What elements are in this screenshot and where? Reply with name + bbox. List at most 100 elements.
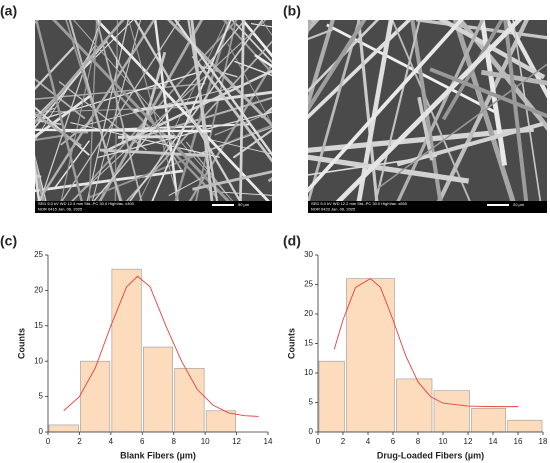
fiber <box>0 103 18 105</box>
fiber <box>129 20 264 201</box>
fibers <box>308 20 547 201</box>
fiber <box>0 112 34 166</box>
fiber <box>35 128 212 133</box>
bar <box>507 419 543 433</box>
y-tick-label: 5 <box>39 392 44 401</box>
bar <box>205 410 236 433</box>
fiber <box>480 69 547 86</box>
fiber <box>429 67 547 119</box>
fiber <box>73 20 234 201</box>
x-axis-label: Blank Fibers (µm) <box>120 450 196 460</box>
fiber <box>376 63 547 190</box>
panel-label: (c) <box>0 233 17 249</box>
fiber <box>308 20 464 193</box>
fiber <box>88 20 98 201</box>
fiber <box>35 44 96 142</box>
fiber <box>504 20 547 99</box>
x-tick-label: 18 <box>539 437 548 446</box>
panel-label: (b) <box>283 3 301 19</box>
x-tick-label: 8 <box>171 437 176 446</box>
fiber <box>192 170 272 191</box>
fiber <box>0 126 7 140</box>
bar <box>174 367 205 433</box>
panel-label: (a) <box>0 3 17 19</box>
info-text: SED 5.0 kV WD 12.2 mm Std.-PC 30.0 HighV… <box>311 201 408 206</box>
x-tick-label: 14 <box>489 437 498 446</box>
fiber <box>308 20 367 113</box>
bar <box>346 278 395 433</box>
fiber <box>35 112 82 147</box>
x-tick-label: 2 <box>341 437 346 446</box>
fiber <box>168 176 205 197</box>
y-axis-label: Counts <box>286 328 296 359</box>
fiber <box>396 20 485 201</box>
fiber <box>87 124 272 199</box>
fiber <box>308 20 335 111</box>
fiber <box>123 96 272 143</box>
bar <box>433 390 470 433</box>
fiber <box>210 139 272 155</box>
x-axis-label: Drug-Loaded Fibers (µm) <box>377 450 484 460</box>
fiber <box>0 0 12 233</box>
fiber <box>96 20 143 201</box>
fiber <box>308 20 380 93</box>
fiber <box>35 134 66 142</box>
fiber <box>232 128 272 159</box>
info-text: NOR 0423 Jan. 06, 2025 <box>311 207 356 212</box>
fiber <box>213 191 272 196</box>
x-tick-label: 12 <box>464 437 473 446</box>
fiber <box>195 20 237 201</box>
fiber <box>35 45 76 91</box>
fiber <box>151 20 232 201</box>
fiber <box>452 20 516 201</box>
y-tick-label: 0 <box>39 427 44 436</box>
fiber <box>35 163 41 201</box>
fiber <box>231 20 272 64</box>
x-tick-label: 10 <box>439 437 448 446</box>
y-tick-label: 30 <box>304 250 313 259</box>
x-tick-label: 0 <box>46 437 51 446</box>
y-tick-label: 25 <box>304 280 313 289</box>
y-tick-label: 5 <box>309 398 314 407</box>
fiber <box>60 20 102 201</box>
fiber <box>174 20 231 201</box>
y-tick-label: 15 <box>34 321 43 330</box>
bar <box>471 408 507 433</box>
x-tick-label: 4 <box>366 437 371 446</box>
fiber <box>35 157 45 201</box>
fiber <box>68 20 122 201</box>
fiber <box>335 20 523 201</box>
fiber <box>199 126 272 154</box>
panel-label: (d) <box>283 233 301 249</box>
info-text: NOR 0415 Jan. 06, 2025 <box>38 207 83 212</box>
fibers <box>0 0 272 233</box>
y-tick-label: 20 <box>304 309 313 318</box>
fiber <box>35 106 90 156</box>
fiber <box>187 20 219 201</box>
y-tick-label: 10 <box>34 356 43 365</box>
fiber <box>138 20 228 201</box>
fiber <box>191 55 272 163</box>
fiber <box>39 20 102 201</box>
bar <box>48 424 79 433</box>
scale-text: 50 µm <box>238 202 250 207</box>
y-tick-label: 10 <box>304 368 313 377</box>
sem-image: SED 5.0 kV WD 12.4 mm Std.-PC 30.0 HighV… <box>0 0 272 233</box>
x-tick-label: 0 <box>316 437 321 446</box>
bar <box>111 268 142 433</box>
fiber <box>61 20 181 201</box>
bar <box>142 346 174 433</box>
fiber <box>173 20 272 157</box>
y-tick-label: 15 <box>304 339 313 348</box>
y-tick-label: 0 <box>309 427 314 436</box>
fit-curve <box>333 278 518 408</box>
x-tick-label: 6 <box>140 437 145 446</box>
fiber <box>234 60 272 77</box>
y-axis-label: Counts <box>16 328 26 359</box>
fiber <box>35 82 206 100</box>
x-tick-label: 4 <box>109 437 114 446</box>
fiber <box>0 0 14 233</box>
fiber <box>0 0 7 233</box>
fiber <box>35 20 83 201</box>
